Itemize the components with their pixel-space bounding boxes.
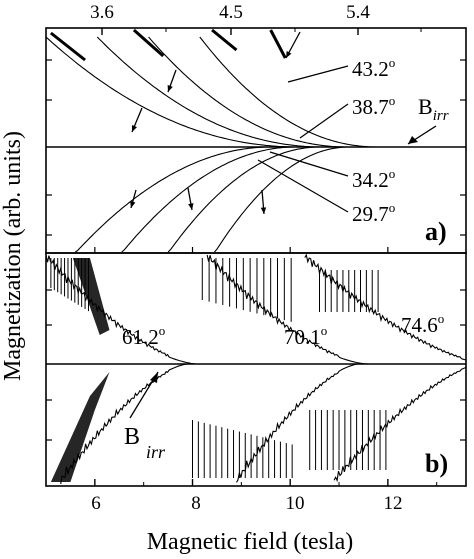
arrow-head-a-2 bbox=[131, 125, 137, 132]
angle-label-70: 70.1o bbox=[284, 323, 327, 349]
birr-arrow-head-a bbox=[408, 136, 418, 144]
avalanche-a-0 bbox=[49, 31, 86, 62]
angle-label-61: 61.2o bbox=[122, 323, 165, 349]
avalanche-a-3 bbox=[269, 29, 287, 59]
leader-a-0 bbox=[287, 65, 349, 83]
curve-b-lower-70.1 bbox=[236, 363, 398, 483]
leader-a-3 bbox=[257, 159, 349, 213]
bottom-tick-label-3: 12 bbox=[384, 493, 403, 514]
arrow-head-a-0 bbox=[286, 51, 292, 58]
y-axis-label: Magnetization (arb. units) bbox=[0, 131, 26, 381]
arrow-head-a-1 bbox=[167, 85, 173, 92]
birr-arrow-head-b bbox=[150, 372, 158, 383]
avalanche-a-2 bbox=[211, 28, 238, 52]
curve-b-upper-74.6 bbox=[304, 253, 467, 364]
curve-lower-38.7 bbox=[167, 146, 464, 253]
plot-frame-b bbox=[45, 252, 467, 487]
avalanche-a-1 bbox=[132, 28, 165, 58]
arrow-head-a-3 bbox=[130, 201, 136, 208]
birr-label-b: Birr bbox=[124, 424, 166, 462]
curve-lower-34.2 bbox=[121, 146, 464, 253]
x-axis-label: Magnetic field (tesla) bbox=[147, 529, 354, 555]
angle-label-43: 43.2o bbox=[352, 55, 395, 81]
leader-a-2 bbox=[269, 151, 349, 177]
bottom-tick-label-2: 10 bbox=[286, 493, 305, 514]
angle-label-74: 74.6o bbox=[401, 311, 444, 337]
leader-a-1 bbox=[299, 103, 349, 139]
bottom-tick-label-1: 8 bbox=[191, 493, 201, 514]
arrow-head-a-5 bbox=[260, 207, 267, 214]
marks-layer bbox=[45, 28, 466, 486]
curve-b-lower-74.6 bbox=[333, 364, 467, 483]
birr-label-a: Birr bbox=[418, 94, 449, 124]
angle-label-38: 38.7o bbox=[352, 93, 395, 119]
panel-label-a: a) bbox=[425, 217, 447, 246]
curve-upper-43.2 bbox=[199, 36, 464, 148]
curves-layer bbox=[45, 28, 467, 485]
top-tick-label-1: 4.5 bbox=[219, 2, 243, 23]
curve-upper-29.7 bbox=[45, 36, 464, 148]
arrow-head-a-4 bbox=[188, 203, 194, 210]
dense-region-b-lower bbox=[50, 372, 110, 482]
angle-label-34: 34.2o bbox=[352, 166, 395, 192]
bottom-tick-label-0: 6 bbox=[91, 493, 101, 514]
angle-label-29: 29.7o bbox=[352, 200, 395, 226]
top-tick-label-0: 3.6 bbox=[90, 2, 114, 23]
top-tick-label-2: 5.4 bbox=[346, 2, 370, 23]
panel-label-b: b) bbox=[425, 449, 448, 478]
dense-region-b-upper bbox=[72, 258, 110, 335]
curve-upper-34.2 bbox=[96, 36, 464, 148]
